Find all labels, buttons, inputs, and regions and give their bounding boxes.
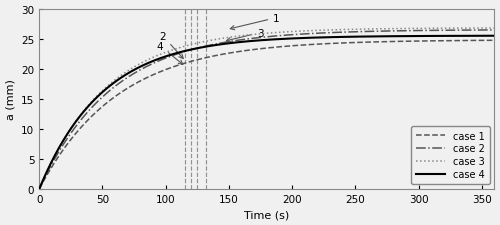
case 2 <box>258 37 264 40</box>
Y-axis label: a (mm): a (mm) <box>6 79 16 120</box>
case 2 <box>36 188 42 191</box>
case 4 <box>394 36 400 38</box>
case 4 <box>478 35 484 38</box>
case 1 <box>394 41 400 44</box>
case 2 <box>492 29 498 32</box>
case 2 <box>478 29 484 32</box>
case 2 <box>246 38 252 41</box>
case 3 <box>36 188 42 191</box>
case 3 <box>246 34 252 37</box>
Line: case 1: case 1 <box>39 41 494 189</box>
Line: case 3: case 3 <box>39 29 494 189</box>
case 4 <box>60 141 66 144</box>
case 3 <box>478 27 484 30</box>
case 3 <box>492 27 498 30</box>
case 1 <box>478 40 484 43</box>
case 3 <box>394 28 400 31</box>
Text: 1: 1 <box>230 14 280 31</box>
case 3 <box>258 33 264 36</box>
X-axis label: Time (s): Time (s) <box>244 209 290 219</box>
case 2 <box>60 145 66 147</box>
Text: 4: 4 <box>157 42 183 65</box>
case 1 <box>492 40 498 43</box>
case 2 <box>394 30 400 33</box>
case 4 <box>246 41 252 43</box>
Legend: case 1, case 2, case 3, case 4: case 1, case 2, case 3, case 4 <box>411 126 490 184</box>
case 1 <box>258 48 264 51</box>
case 3 <box>478 27 484 30</box>
case 2 <box>478 29 484 32</box>
case 1 <box>60 150 66 153</box>
case 1 <box>36 188 42 191</box>
Line: case 2: case 2 <box>39 31 494 189</box>
case 1 <box>246 50 252 52</box>
case 3 <box>60 141 66 144</box>
case 4 <box>258 40 264 43</box>
case 4 <box>36 188 42 191</box>
case 4 <box>478 35 484 38</box>
case 4 <box>492 35 498 38</box>
Line: case 4: case 4 <box>39 37 494 189</box>
Text: 2: 2 <box>160 32 183 59</box>
case 1 <box>478 40 484 43</box>
Text: 3: 3 <box>226 29 264 43</box>
